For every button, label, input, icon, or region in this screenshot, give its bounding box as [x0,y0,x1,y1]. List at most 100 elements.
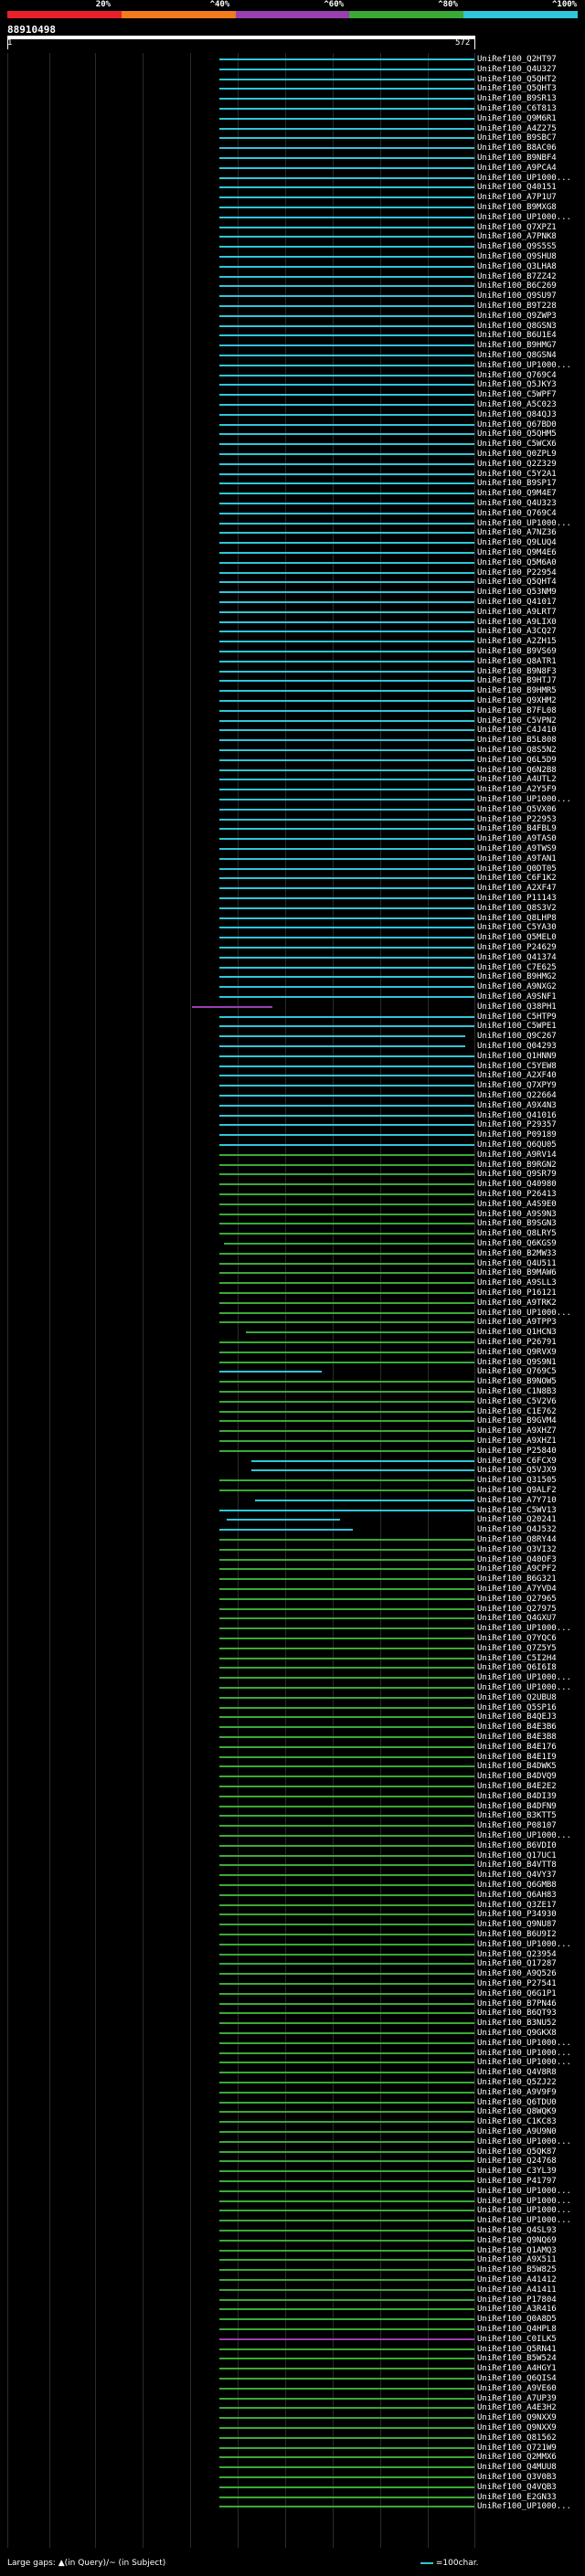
hit-label-link[interactable]: UniRef100_Q9SHU8 [477,252,557,261]
hit-alignment-line[interactable] [219,651,474,652]
hit-label-link[interactable]: UniRef100_P17804 [477,2295,557,2305]
hit-alignment-line[interactable] [219,749,474,751]
hit-alignment-line[interactable] [219,1183,474,1186]
hit-alignment-line[interactable] [219,532,474,535]
hit-label-link[interactable]: UniRef100_C5Y2A1 [477,469,557,479]
hit-label-link[interactable]: UniRef100_C5I2H4 [477,1653,557,1663]
hit-label-link[interactable]: UniRef100_Q0A8D5 [477,2315,557,2325]
hit-label-link[interactable]: UniRef100_B9GVM4 [477,1416,557,1426]
hit-alignment-line[interactable] [219,2466,474,2469]
hit-alignment-line[interactable] [219,1381,474,1383]
hit-alignment-line[interactable] [219,996,474,998]
hit-alignment-line[interactable] [219,88,474,90]
hit-label-link[interactable]: UniRef100_A7PNK8 [477,232,557,242]
hit-alignment-line[interactable] [219,2397,474,2400]
hit-alignment-line[interactable] [219,947,474,949]
hit-label-link[interactable]: UniRef100_A7UP39 [477,2393,557,2403]
hit-alignment-line[interactable] [219,1104,474,1107]
hit-label-link[interactable]: UniRef100_B5W524 [477,2354,557,2364]
hit-label-link[interactable]: UniRef100_B4DFN9 [477,1801,557,1811]
hit-label-link[interactable]: UniRef100_B5W825 [477,2265,557,2275]
hit-alignment-line[interactable] [219,166,474,169]
hit-label-link[interactable]: UniRef100_UP1000... [477,1939,571,1949]
hit-label-link[interactable]: UniRef100_A2ZH15 [477,637,557,647]
hit-label-link[interactable]: UniRef100_Q17UC1 [477,1850,557,1860]
hit-label-link[interactable]: UniRef100_UP1000... [477,2206,571,2216]
hit-alignment-line[interactable] [219,1114,474,1117]
hit-alignment-line[interactable] [219,1173,474,1176]
hit-label-link[interactable]: UniRef100_C5WV13 [477,1505,557,1515]
hit-alignment-line[interactable] [219,1301,474,1304]
hit-alignment-line[interactable] [219,1233,474,1235]
hit-label-link[interactable]: UniRef100_Q8S5N2 [477,746,557,755]
hit-label-link[interactable]: UniRef100_Q81562 [477,2433,557,2443]
hit-label-link[interactable]: UniRef100_P29357 [477,1120,557,1130]
hit-label-link[interactable]: UniRef100_UP1000... [477,2502,571,2512]
hit-alignment-line[interactable] [219,1726,474,1729]
hit-alignment-line[interactable] [219,2210,474,2212]
hit-alignment-line[interactable] [219,2259,474,2262]
hit-label-link[interactable]: UniRef100_Q22664 [477,1091,557,1100]
hit-alignment-line[interactable] [219,2358,474,2360]
hit-alignment-line[interactable] [219,690,474,693]
hit-alignment-line[interactable] [219,404,474,406]
hit-label-link[interactable]: UniRef100_UP1000... [477,173,571,183]
hit-alignment-line[interactable] [219,1983,474,1985]
hit-alignment-line[interactable] [219,660,474,663]
hit-label-link[interactable]: UniRef100_B9SR13 [477,94,557,104]
hit-alignment-line[interactable] [219,1292,474,1294]
hit-label-link[interactable]: UniRef100_Q4U327 [477,64,557,74]
hit-alignment-line[interactable] [227,1519,341,1521]
hit-alignment-line[interactable] [219,2111,474,2114]
hit-label-link[interactable]: UniRef100_Q6N2B8 [477,765,557,775]
hit-alignment-line[interactable] [219,956,474,959]
hit-label-link[interactable]: UniRef100_Q2UBU8 [477,1692,557,1702]
hit-label-link[interactable]: UniRef100_Q4U323 [477,499,557,508]
hit-label-link[interactable]: UniRef100_B9MXG8 [477,203,557,212]
hit-label-link[interactable]: UniRef100_Q9LUQ4 [477,538,557,548]
hit-label-link[interactable]: UniRef100_A7Y710 [477,1495,557,1505]
hit-alignment-line[interactable] [219,256,474,258]
hit-label-link[interactable]: UniRef100_Q40151 [477,183,557,193]
hit-alignment-line[interactable] [219,1558,474,1561]
hit-alignment-line[interactable] [250,1469,474,1472]
hit-label-link[interactable]: UniRef100_C5YEW8 [477,1061,557,1071]
hit-label-link[interactable]: UniRef100_Q84QJ3 [477,409,557,419]
hit-alignment-line[interactable] [192,1005,273,1008]
hit-alignment-line[interactable] [219,2427,474,2429]
hit-label-link[interactable]: UniRef100_B7PN46 [477,1998,557,2009]
hit-label-link[interactable]: UniRef100_C5WPF7 [477,390,557,400]
hit-alignment-line[interactable] [219,2269,474,2272]
hit-alignment-line[interactable] [219,1913,474,1916]
hit-alignment-line[interactable] [219,2279,474,2281]
hit-alignment-line[interactable] [219,98,474,101]
hit-alignment-line[interactable] [219,1509,474,1511]
hit-label-link[interactable]: UniRef100_UP1000... [477,2186,571,2196]
hit-label-link[interactable]: UniRef100_Q4J532 [477,1525,557,1535]
hit-alignment-line[interactable] [219,2022,474,2025]
hit-alignment-line[interactable] [219,493,474,495]
hit-alignment-line[interactable] [219,1568,474,1571]
hit-label-link[interactable]: UniRef100_P24629 [477,943,557,952]
hit-label-link[interactable]: UniRef100_Q0ZPL9 [477,450,557,459]
hit-label-link[interactable]: UniRef100_P09189 [477,1130,557,1140]
hit-label-link[interactable]: UniRef100_Q7YQC6 [477,1634,557,1643]
hit-label-link[interactable]: UniRef100_B8AC06 [477,143,557,154]
hit-label-link[interactable]: UniRef100_Q4HPL8 [477,2325,557,2334]
hit-label-link[interactable]: UniRef100_Q3VI32 [477,1544,557,1554]
hit-alignment-line[interactable] [219,1351,474,1353]
hit-alignment-line[interactable] [219,2041,474,2044]
hit-alignment-line[interactable] [219,1874,474,1877]
hit-alignment-line[interactable] [219,374,474,376]
hit-alignment-line[interactable] [219,1085,474,1087]
hit-label-link[interactable]: UniRef100_Q6QIS4 [477,2374,557,2383]
hit-label-link[interactable]: UniRef100_C6T813 [477,104,557,113]
hit-label-link[interactable]: UniRef100_Q04293 [477,1042,557,1051]
hit-label-link[interactable]: UniRef100_A9TPP3 [477,1318,557,1328]
hit-label-link[interactable]: UniRef100_A9NXG2 [477,982,557,992]
hit-alignment-line[interactable] [219,2476,474,2478]
hit-alignment-line[interactable] [219,1163,474,1166]
hit-label-link[interactable]: UniRef100_B4E3B8 [477,1733,557,1742]
hit-label-link[interactable]: UniRef100_B9T228 [477,302,557,311]
hit-label-link[interactable]: UniRef100_UP1000... [477,518,571,528]
